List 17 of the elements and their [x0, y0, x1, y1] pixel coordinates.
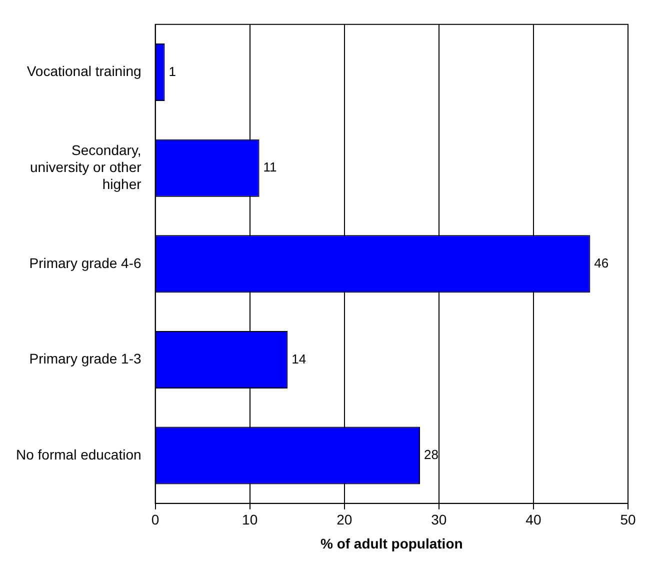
y-tick-label: Primary grade 4-6	[29, 254, 142, 271]
x-tick-label: 30	[431, 512, 447, 528]
data-label: 11	[263, 160, 277, 175]
x-tick-label: 0	[151, 512, 160, 528]
x-axis-title: % of adult population	[320, 535, 463, 552]
data-label: 1	[168, 64, 176, 79]
y-tick-label: Primary grade 1-3	[29, 350, 142, 367]
data-label: 46	[594, 255, 609, 270]
x-tick-label: 50	[620, 512, 636, 528]
y-tick-label: No formal education	[16, 446, 142, 462]
y-tick-label: Secondary, university or other higher	[30, 142, 142, 192]
y-tick-label: Vocational training	[26, 63, 142, 80]
data-label: 28	[424, 447, 438, 462]
data-label: 14	[292, 351, 306, 366]
x-tick-label: 40	[526, 512, 542, 528]
x-tick-label: 10	[242, 512, 258, 528]
x-tick-label: 20	[336, 512, 352, 528]
